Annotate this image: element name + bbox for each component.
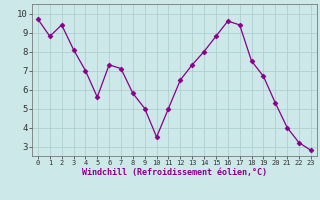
X-axis label: Windchill (Refroidissement éolien,°C): Windchill (Refroidissement éolien,°C): [82, 168, 267, 177]
